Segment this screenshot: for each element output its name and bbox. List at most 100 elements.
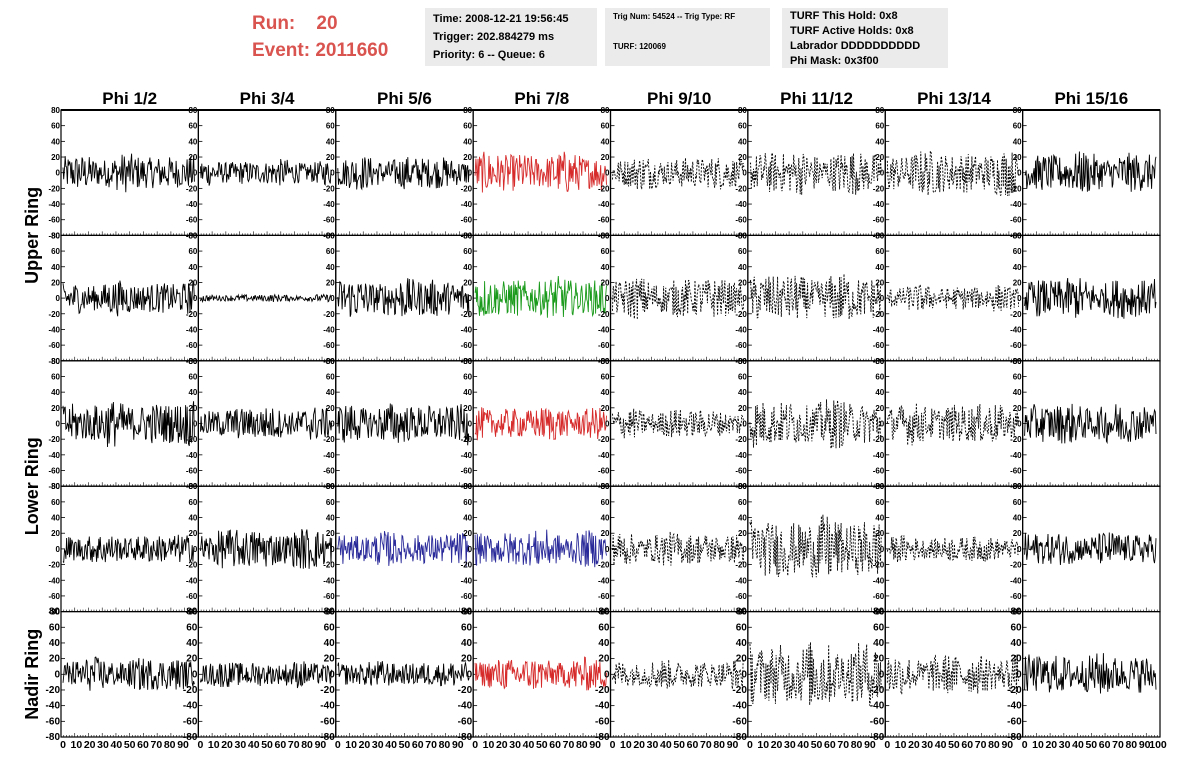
- x-tick-label: 80: [439, 739, 451, 751]
- time-info-box: Time: 2008-12-21 19:56:45 Trigger: 202.8…: [425, 8, 597, 66]
- y-tick-label: 80: [326, 231, 335, 240]
- x-tick-label: 20: [496, 739, 508, 751]
- y-tick-label: 80: [51, 231, 60, 240]
- y-tick-label: -80: [595, 732, 610, 743]
- y-tick-label: 80: [188, 482, 197, 491]
- y-tick-label: 40: [738, 514, 747, 523]
- y-tick-label: -60: [598, 341, 610, 350]
- waveform-trace: [887, 284, 1020, 312]
- y-tick-label: -20: [461, 435, 473, 444]
- waveform-panel: [609, 610, 749, 738]
- trigger-text: Trigger: 202.884279 ms: [433, 31, 555, 43]
- y-tick-label: 20: [875, 278, 884, 287]
- x-tick-label: 70: [563, 739, 575, 751]
- y-tick-label: 40: [875, 388, 884, 397]
- y-tick-label: 80: [736, 607, 748, 618]
- y-tick-label: 60: [188, 498, 197, 507]
- y-tick-label: -80: [46, 732, 61, 743]
- y-tick-label: 20: [1013, 404, 1022, 413]
- y-tick-label: -20: [1010, 184, 1022, 193]
- x-tick-label: 0: [60, 739, 66, 751]
- y-tick-label: 20: [875, 529, 884, 538]
- y-tick-label: -60: [186, 216, 198, 225]
- y-tick-label: -20: [735, 184, 747, 193]
- y-tick-label: 60: [188, 247, 197, 256]
- x-tick-label: 60: [275, 739, 287, 751]
- y-tick-label: 80: [738, 106, 747, 115]
- waveform-trace: [337, 531, 470, 567]
- x-tick-label: 10: [70, 739, 82, 751]
- waveform-panel: [747, 485, 886, 613]
- y-tick-label: 60: [51, 372, 60, 381]
- waveform-trace: [749, 514, 882, 578]
- x-tick-label: 20: [771, 739, 783, 751]
- y-tick-label: 80: [598, 607, 610, 618]
- waveform-trace: [749, 642, 882, 706]
- y-tick-label: 40: [51, 514, 60, 523]
- y-tick-label: 40: [326, 137, 335, 146]
- x-tick-label: 0: [884, 739, 890, 751]
- y-tick-label: -80: [458, 732, 473, 743]
- x-tick-label: 80: [164, 739, 176, 751]
- x-tick-label: 40: [248, 739, 260, 751]
- y-tick-label: -20: [461, 561, 473, 570]
- y-tick-label: -60: [186, 467, 198, 476]
- x-tick-label: 90: [727, 739, 739, 751]
- y-tick-label: 20: [463, 278, 472, 287]
- y-tick-label: 0: [1017, 545, 1022, 554]
- x-tick-label: 60: [1099, 739, 1111, 751]
- x-tick-label: 10: [757, 739, 769, 751]
- y-tick-label: -40: [323, 200, 335, 209]
- run-event-label: Run: 20 Event: 2011660: [252, 10, 388, 64]
- y-tick-label: 0: [330, 169, 335, 178]
- y-tick-label: -60: [735, 592, 747, 601]
- y-tick-label: -20: [183, 685, 198, 696]
- x-tick-label: 80: [301, 739, 313, 751]
- x-tick-label: 10: [895, 739, 907, 751]
- waveform-trace: [199, 529, 333, 569]
- y-tick-label: 40: [326, 388, 335, 397]
- y-tick-label: 20: [875, 153, 884, 162]
- y-tick-label: -40: [1010, 325, 1022, 334]
- y-tick-label: 20: [1011, 654, 1023, 665]
- waveform-trace: [612, 531, 745, 566]
- y-tick-label: 0: [604, 669, 610, 680]
- y-tick-label: -60: [735, 467, 747, 476]
- waveform-trace: [62, 401, 195, 448]
- y-tick-label: 0: [742, 420, 747, 429]
- y-tick-label: -60: [461, 341, 473, 350]
- y-tick-label: -60: [323, 592, 335, 601]
- y-tick-label: -20: [598, 310, 610, 319]
- y-tick-label: 40: [186, 638, 198, 649]
- y-tick-label: 40: [324, 638, 336, 649]
- y-tick-label: -60: [461, 592, 473, 601]
- y-tick-label: -60: [1010, 592, 1022, 601]
- x-tick-label: 90: [315, 739, 327, 751]
- waveform-trace: [749, 399, 882, 450]
- y-tick-label: 20: [738, 278, 747, 287]
- turf-active-holds: TURF Active Holds: 0x8: [790, 25, 914, 37]
- x-tick-label: 80: [576, 739, 588, 751]
- event-value: 2011660: [315, 40, 389, 61]
- y-tick-label: 0: [605, 545, 610, 554]
- y-tick-label: -20: [48, 561, 60, 570]
- y-tick-label: 60: [875, 372, 884, 381]
- phi-mask-text: Phi Mask: 0x3f00: [790, 55, 879, 67]
- y-tick-label: -20: [48, 184, 60, 193]
- column-header: Phi 13/14: [917, 89, 991, 108]
- y-tick-label: 80: [51, 357, 60, 366]
- y-tick-label: -20: [323, 310, 335, 319]
- y-tick-label: 20: [601, 153, 610, 162]
- y-tick-label: -60: [873, 216, 885, 225]
- y-tick-label: -60: [598, 592, 610, 601]
- x-tick-label: 50: [399, 739, 411, 751]
- y-tick-label: -40: [873, 200, 885, 209]
- y-tick-label: 60: [463, 247, 472, 256]
- y-tick-label: 60: [1011, 622, 1023, 633]
- y-tick-label: 80: [324, 607, 336, 618]
- waveform-trace: [886, 150, 1020, 197]
- y-tick-label: -40: [598, 325, 610, 334]
- y-tick-label: -40: [598, 576, 610, 585]
- x-tick-label: 0: [610, 739, 616, 751]
